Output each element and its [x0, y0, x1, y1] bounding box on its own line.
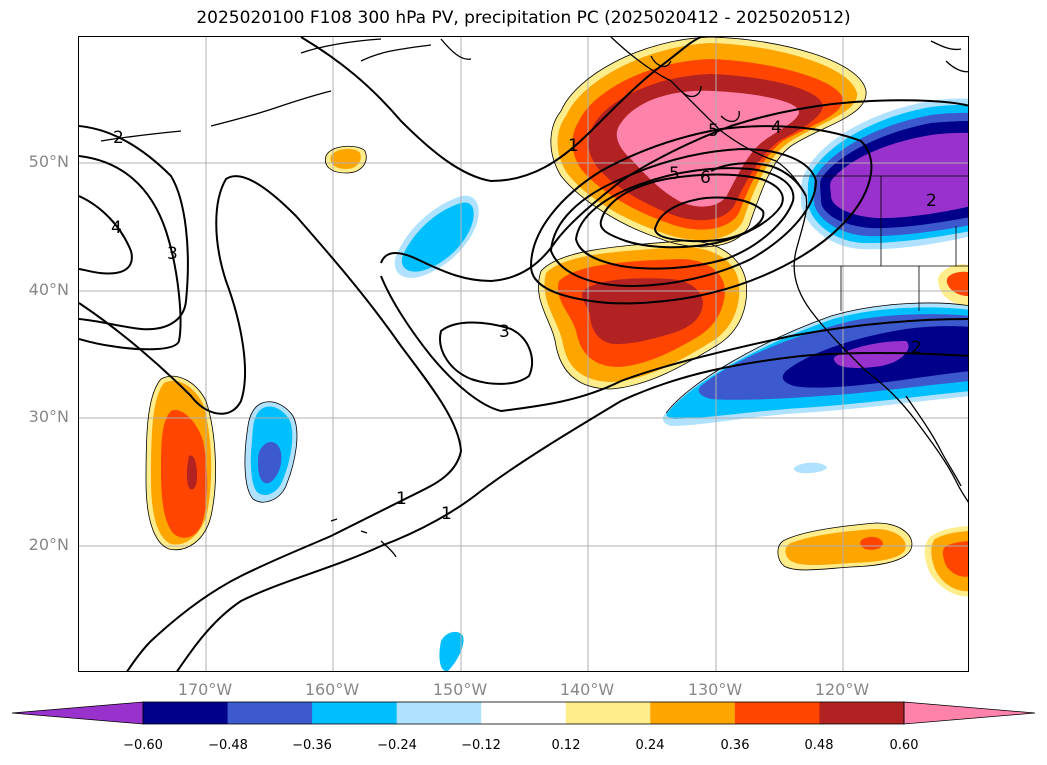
negative-anomaly-central: [394, 195, 479, 278]
contour-label: 2: [113, 128, 124, 148]
lon-label-130w: 130°W: [687, 680, 743, 699]
contour-label: 3: [499, 322, 510, 342]
colorbar-tick: −0.12: [461, 738, 501, 753]
colorbar-segment: [396, 702, 482, 724]
contour-label: 2: [911, 338, 922, 358]
contour-label: 1: [568, 136, 579, 156]
positive-anomaly-west: [146, 376, 216, 550]
colorbar-boxes: [143, 702, 905, 724]
colorbar-tick: −0.36: [292, 738, 332, 753]
colorbar-tick: 0.48: [804, 738, 834, 753]
lon-label-140w: 140°W: [559, 680, 615, 699]
lon-label-160w: 160°W: [304, 680, 360, 699]
lat-label-30n: 30°N: [28, 407, 69, 426]
colorbar-segment: [227, 702, 313, 724]
colorbar-segment: [143, 702, 229, 724]
lat-label-50n: 50°N: [28, 152, 69, 171]
map-title: 2025020100 F108 300 hPa PV, precipitatio…: [196, 8, 851, 28]
colorbar-segment: [565, 702, 651, 724]
contour-labels: 2 4 3 3 1 1 1 5 4 5 6 2 2: [111, 118, 937, 524]
anomaly-outlines: [145, 37, 968, 571]
lat-label-20n: 20°N: [28, 535, 69, 554]
contour-label: 2: [926, 191, 937, 211]
map-canvas: 2 4 3 3 1 1 1 5 4 5 6 2 2: [79, 37, 968, 671]
positive-anomaly-small-north: [325, 146, 367, 173]
map-panel: 2 4 3 3 1 1 1 5 4 5 6 2 2: [78, 36, 969, 672]
contour-label: 1: [396, 489, 407, 509]
colorbar-segment: [481, 702, 567, 724]
colorbar-tick: 0.12: [551, 738, 581, 753]
colorbar-extend-max: [903, 701, 1036, 725]
contour-label: 6: [700, 168, 711, 188]
colorbar: [11, 701, 1036, 725]
lon-label-150w: 150°W: [432, 680, 488, 699]
colorbar-tick: 0.24: [635, 738, 665, 753]
negative-anomaly-south-spot: [439, 631, 464, 671]
contour-label: 4: [111, 218, 122, 238]
state-borders: [791, 175, 968, 311]
lon-label-170w: 170°W: [177, 680, 233, 699]
contour-label: 1: [441, 504, 452, 524]
colorbar-tick: −0.48: [208, 738, 248, 753]
contour-label: 3: [167, 244, 178, 264]
colorbar-segment: [734, 702, 820, 724]
lat-label-40n: 40°N: [28, 280, 69, 299]
colorbar-segment: [312, 702, 398, 724]
colorbar-tick: −0.24: [377, 738, 417, 753]
negative-anomaly-southeast-band: [662, 303, 968, 426]
colorbar-tick: 0.36: [720, 738, 750, 753]
negative-anomaly-west: [244, 401, 297, 503]
contour-label: 4: [771, 118, 782, 138]
positive-anomaly-central: [538, 240, 747, 389]
contour-label: 5: [708, 121, 719, 141]
colorbar-tick: 0.60: [889, 738, 919, 753]
lon-label-120w: 120°W: [814, 680, 870, 699]
coastlines: [100, 37, 968, 558]
colorbar-extend-min: [11, 701, 144, 725]
colorbar-tick: −0.60: [123, 738, 163, 753]
pv-contours: [79, 37, 968, 671]
negative-anomaly-small-spot: [793, 462, 827, 474]
colorbar-segment: [819, 702, 905, 724]
map-gridlines: [79, 37, 968, 671]
contour-label: 5: [669, 164, 680, 184]
colorbar-segment: [650, 702, 736, 724]
